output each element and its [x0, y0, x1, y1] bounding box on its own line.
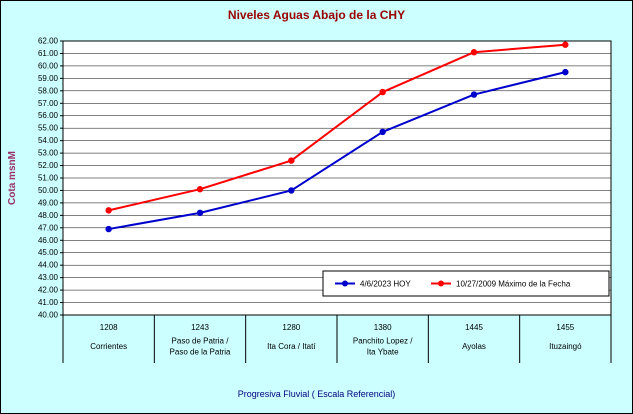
y-tick-label: 57.00 — [38, 99, 59, 108]
category-name-label: Ita Cora / Itatí — [267, 342, 316, 351]
data-point-marker — [288, 157, 295, 164]
y-tick-label: 51.00 — [38, 174, 59, 183]
data-point-marker — [196, 186, 204, 193]
category-km-label: 1445 — [465, 323, 483, 332]
y-tick-label: 41.00 — [38, 298, 59, 307]
y-tick-label: 60.00 — [38, 61, 59, 70]
y-tick-label: 56.00 — [38, 111, 59, 120]
data-point-marker — [470, 49, 478, 56]
category-name-label: Ituzaingó — [549, 342, 582, 351]
category-km-label: 1380 — [374, 323, 392, 332]
category-km-label: 1208 — [100, 323, 118, 332]
y-tick-label: 46.00 — [38, 236, 59, 245]
legend: 4/6/2023 HOY 10/27/2009 Máximo de la Fech… — [322, 270, 610, 297]
series-maximo — [105, 41, 569, 214]
y-tick-label: 53.00 — [38, 149, 59, 158]
category-km-label: 1455 — [556, 323, 574, 332]
data-point-marker — [379, 88, 386, 96]
data-point-marker — [196, 209, 204, 217]
x-axis-label: Progresiva Fluvial ( Escala Referencial) — [237, 389, 396, 399]
y-tick-label: 62.00 — [38, 37, 59, 46]
y-tick-label: 47.00 — [38, 223, 59, 232]
data-point-marker — [470, 91, 478, 98]
data-point-marker — [105, 207, 112, 214]
series-line — [108, 71, 566, 231]
data-point-marker — [562, 41, 569, 48]
data-point-marker — [105, 225, 112, 233]
category-name-label: Ita Ybate — [367, 348, 399, 357]
y-tick-label: 42.00 — [38, 286, 59, 295]
legend-box — [322, 270, 610, 297]
y-tick-label: 44.00 — [38, 261, 59, 270]
y-tick-label: 59.00 — [38, 74, 59, 83]
data-point-marker — [379, 128, 386, 136]
series-line — [108, 43, 566, 212]
y-tick-label: 43.00 — [38, 273, 59, 282]
legend-label: 10/27/2009 Máximo de la Fecha — [456, 280, 571, 289]
y-axis-tick-labels: 40.00 41.00 42.00 43.00 44.00 45.00 46.00 47.00… — [38, 37, 59, 320]
chart-title: Niveles Aguas Abajo de la CHY — [227, 8, 406, 22]
y-tick-label: 55.00 — [38, 124, 59, 133]
category-name-label: Panchito Lopez / — [353, 337, 413, 346]
y-tick-label: 50.00 — [38, 186, 59, 195]
category-name-label: Corrientes — [90, 342, 127, 351]
gridlines — [60, 40, 611, 316]
legend-marker — [342, 280, 348, 287]
y-tick-label: 58.00 — [38, 86, 59, 95]
category-km-label: 1280 — [282, 323, 300, 332]
y-tick-label: 54.00 — [38, 136, 59, 145]
y-tick-label: 48.00 — [38, 211, 59, 220]
legend-marker — [438, 280, 444, 287]
series-hoy — [105, 68, 569, 233]
data-point-marker — [288, 187, 295, 194]
y-tick-label: 49.00 — [38, 198, 59, 207]
category-name-label: Ayolas — [462, 342, 486, 351]
data-point-marker — [562, 68, 569, 76]
legend-label: 4/6/2023 HOY — [360, 280, 411, 289]
y-tick-label: 45.00 — [38, 248, 59, 257]
x-axis-categories: 1208 Corrientes 1243 Paso de Patria / Paso d… — [62, 315, 612, 363]
y-tick-label: 61.00 — [38, 49, 59, 58]
category-name-label: Paso de Patria / — [172, 337, 230, 346]
y-tick-label: 52.00 — [38, 161, 59, 170]
category-km-label: 1243 — [191, 323, 209, 332]
y-tick-label: 40.00 — [38, 311, 59, 320]
category-name-label: Paso de la Patria — [170, 348, 231, 357]
